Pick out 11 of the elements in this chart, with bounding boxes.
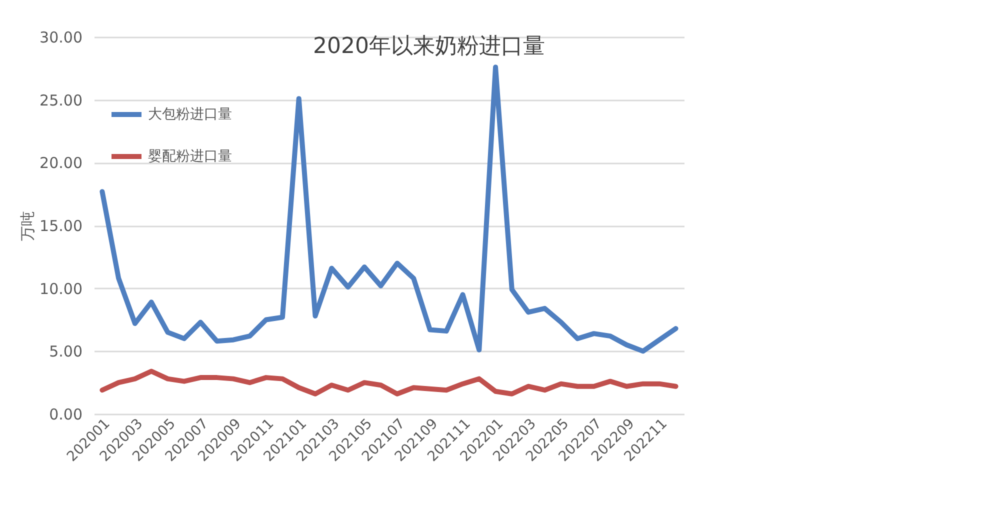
- y-tick-label: 10.00: [40, 280, 82, 298]
- y-tick-label: 20.00: [40, 154, 82, 172]
- chart-title: 2020年以来奶粉进口量: [313, 34, 545, 59]
- legend-label: 婴配粉进口量: [148, 148, 232, 164]
- legend-label: 大包粉进口量: [148, 106, 232, 122]
- y-tick-label: 0.00: [49, 406, 82, 424]
- y-tick-label: 15.00: [40, 217, 82, 235]
- y-tick-label: 30.00: [40, 28, 82, 46]
- y-tick-label: 25.00: [40, 91, 82, 110]
- y-axis-title: 万吨: [18, 211, 37, 241]
- y-tick-label: 5.00: [49, 342, 82, 361]
